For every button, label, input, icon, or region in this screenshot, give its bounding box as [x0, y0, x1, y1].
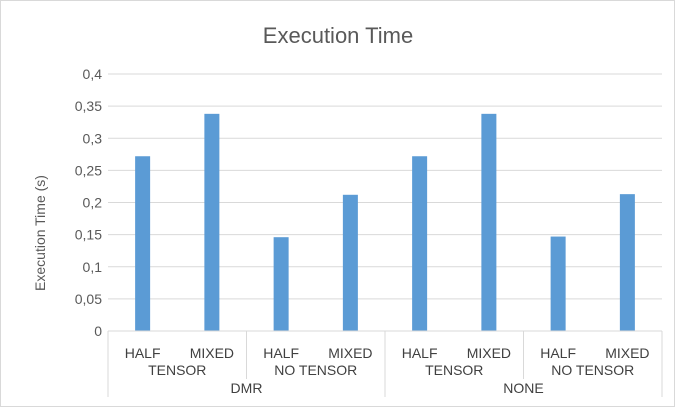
bar	[619, 194, 635, 331]
y-tick-label: 0,1	[83, 259, 103, 275]
x-group-label: DMR	[231, 380, 263, 396]
x-category-label: HALF	[402, 345, 438, 361]
bar	[273, 237, 289, 331]
y-tick-label: 0,05	[75, 291, 102, 307]
gridlines	[108, 73, 662, 300]
bar	[135, 156, 151, 331]
x-subgroup-label: TENSOR	[148, 362, 206, 378]
y-tick-label: 0	[94, 323, 102, 339]
bar	[550, 236, 566, 331]
x-category-label: HALF	[540, 345, 576, 361]
x-group-label: NONE	[503, 380, 543, 396]
x-subgroup-label: TENSOR	[425, 362, 483, 378]
bar	[342, 194, 358, 331]
x-category-label: HALF	[125, 345, 161, 361]
x-category-label: HALF	[263, 345, 299, 361]
bars	[135, 113, 635, 332]
y-tick-label: 0,4	[83, 66, 103, 82]
y-tick-label: 0,15	[75, 227, 102, 243]
x-subgroup-label: NO TENSOR	[274, 362, 357, 378]
y-tick-label: 0,25	[75, 162, 102, 178]
y-tick-label: 0,3	[83, 130, 103, 146]
bar	[204, 113, 220, 332]
y-axis-label: Execution Time (s)	[32, 175, 48, 291]
x-subgroup-label: NO TENSOR	[551, 362, 634, 378]
y-tick-label: 0,35	[75, 98, 102, 114]
x-category-label: MIXED	[190, 345, 234, 361]
x-category-label: MIXED	[605, 345, 649, 361]
x-category-label: MIXED	[328, 345, 372, 361]
bar	[481, 113, 497, 332]
y-tick-label: 0,2	[83, 195, 103, 211]
x-axis: HALF MIXED HALF MIXED HALF MIXED HALF MIXEDTENS…	[107, 330, 663, 397]
y-tick-labels: 0 0,05 0,1 0,15 0,2 0,25 0,3 0,35 0,4	[75, 66, 102, 339]
bar	[412, 156, 428, 331]
chart-title: Execution Time	[263, 23, 413, 48]
x-category-label: MIXED	[467, 345, 511, 361]
